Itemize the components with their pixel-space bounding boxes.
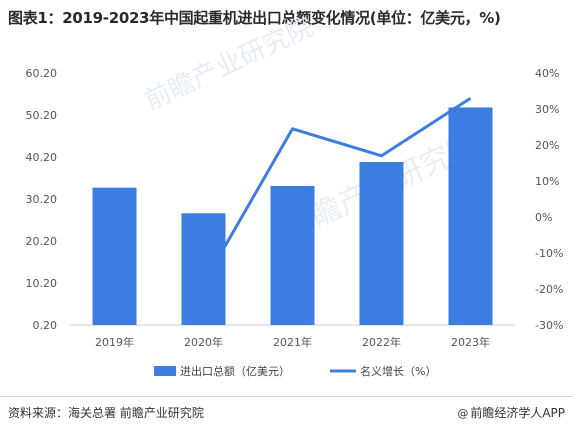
brand-text: 前瞻经济学人APP	[470, 406, 565, 420]
bar	[448, 107, 493, 325]
right-tick-label: 10%	[535, 175, 559, 188]
right-tick-label: -10%	[535, 247, 563, 260]
x-tick-label: 2023年	[451, 335, 490, 349]
x-tick-label: 2022年	[362, 335, 401, 349]
bar	[92, 187, 137, 325]
bar	[359, 162, 404, 325]
right-tick-label: 20%	[535, 139, 559, 152]
left-tick-label: 50.20	[26, 109, 58, 122]
left-tick-label: 20.20	[26, 235, 58, 248]
chart-title: 图表1：2019-2023年中国起重机进出口总额变化情况(单位：亿美元，%)	[8, 9, 501, 27]
legend-bar-swatch	[154, 366, 176, 376]
right-tick-label: 30%	[535, 103, 559, 116]
source-text: 资料来源：海关总署 前瞻产业研究院	[8, 406, 204, 420]
right-tick-label: -20%	[535, 283, 563, 296]
right-tick-label: 0%	[535, 211, 552, 224]
brand-logo-icon: @	[457, 407, 469, 420]
legend-bar-label: 进出口总额（亿美元）	[180, 364, 290, 378]
left-tick-label: 30.20	[26, 193, 58, 206]
right-tick-label: -30%	[535, 319, 563, 332]
brand-label: @ 前瞻经济学人APP	[457, 404, 565, 421]
chart-area: 前瞻产业研究院 前瞻产业研究院 0.2010.2020.2030.2040.20…	[26, 12, 564, 378]
growth-line	[202, 96, 472, 285]
left-tick-label: 10.20	[26, 277, 58, 290]
bar	[270, 185, 315, 325]
x-tick-label: 2019年	[95, 335, 134, 349]
left-tick-label: 0.20	[33, 319, 58, 332]
watermark: 前瞻产业研究院	[140, 12, 318, 116]
left-axis: 0.20 10.20 20.20 30.20 40.20 50.20 60.20	[26, 67, 58, 332]
left-tick-label: 40.20	[26, 151, 58, 164]
x-axis-labels: 2019年 2020年 2021年 2022年 2023年	[95, 335, 490, 349]
bar	[181, 213, 226, 325]
legend: 进出口总额（亿美元） 名义增长（%）	[154, 364, 436, 378]
bar-series	[92, 107, 493, 325]
legend-line-label: 名义增长（%）	[360, 364, 436, 378]
footer: 资料来源：海关总署 前瞻产业研究院 @ 前瞻经济学人APP	[0, 396, 573, 427]
line-series	[202, 96, 472, 285]
x-tick-label: 2020年	[184, 335, 223, 349]
x-tick-label: 2021年	[273, 335, 312, 349]
right-tick-label: 40%	[535, 67, 559, 80]
right-axis: -30% -20% -10% 0% 10% 20% 30% 40%	[535, 67, 563, 332]
left-tick-label: 60.20	[26, 67, 58, 80]
